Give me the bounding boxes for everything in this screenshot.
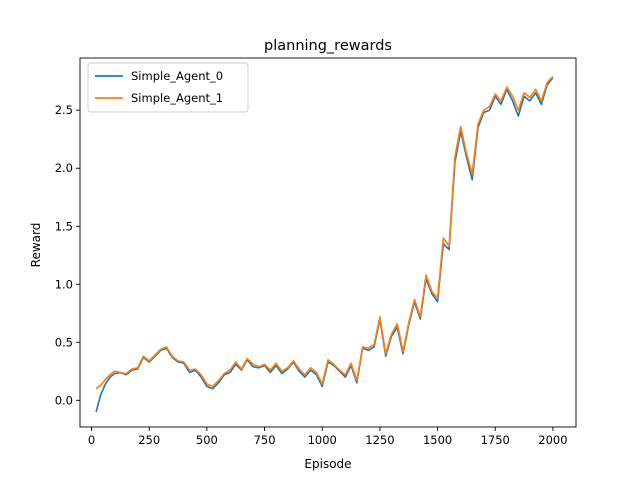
y-tick-label: 2.5 [55,103,73,117]
chart-title: planning_rewards [264,38,392,54]
plot-area [95,76,554,413]
x-tick-label: 1500 [423,433,452,447]
y-tick-label: 0.0 [55,393,73,407]
legend-label-simple-agent-1: Simple_Agent_1 [131,91,223,105]
legend: Simple_Agent_0 Simple_Agent_1 [87,62,249,113]
x-tick-label: 500 [196,433,218,447]
x-axis: 0 250 500 750 1000 1250 1500 1750 2000 [88,427,568,447]
y-axis-label: Reward [29,223,43,268]
series-line-simple-agent-0 [95,77,554,413]
x-tick-label: 2000 [538,433,567,447]
legend-box [87,62,249,113]
y-tick-label: 1.0 [55,277,73,291]
x-tick-label: 1250 [365,433,394,447]
x-axis-label: Episode [304,457,351,471]
plot-frame [79,57,577,428]
series-line-simple-agent-1 [95,76,554,390]
y-tick-label: 0.5 [55,335,73,349]
legend-label-simple-agent-0: Simple_Agent_0 [131,69,223,83]
x-tick-label: 0 [88,433,95,447]
x-tick-label: 1750 [481,433,510,447]
x-tick-label: 1000 [308,433,337,447]
y-tick-label: 2.0 [55,161,73,175]
y-axis: 0.0 0.5 1.0 1.5 2.0 2.5 [55,103,80,407]
x-tick-label: 750 [254,433,276,447]
y-tick-label: 1.5 [55,219,73,233]
x-tick-label: 250 [138,433,160,447]
